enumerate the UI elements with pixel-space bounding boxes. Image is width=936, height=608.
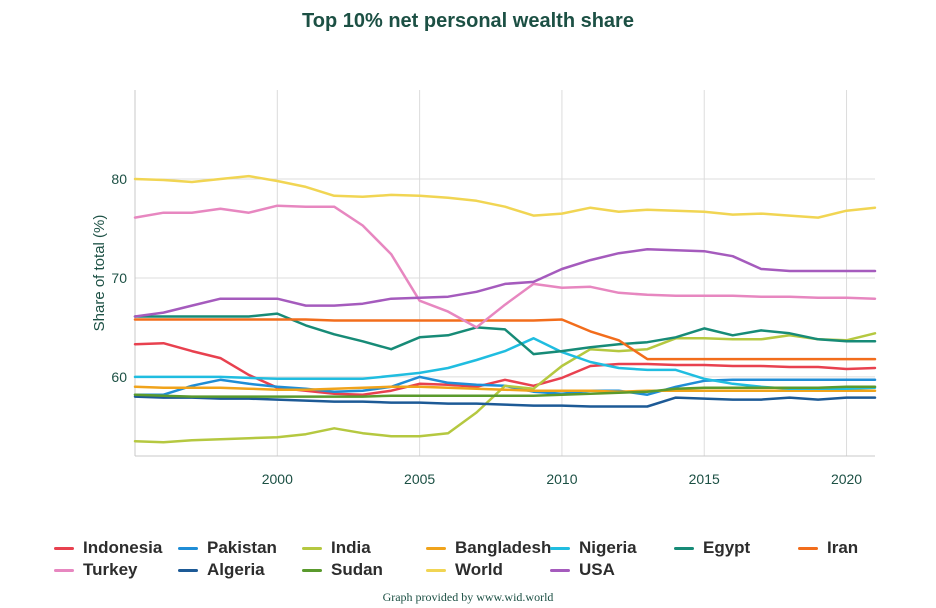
- legend-item-nigeria[interactable]: Nigeria: [550, 538, 674, 558]
- legend: Indonesia Pakistan India Bangladesh Nigeria E…: [54, 537, 914, 581]
- series-line-turkey: [133, 204, 877, 329]
- legend-item-bangladesh[interactable]: Bangladesh: [426, 538, 552, 558]
- legend-item-india[interactable]: India: [302, 538, 426, 558]
- legend-label: Nigeria: [579, 538, 637, 557]
- legend-swatch: [178, 546, 198, 550]
- legend-item-world[interactable]: World: [426, 560, 550, 580]
- series-line-world: [133, 174, 877, 219]
- legend-swatch: [54, 546, 74, 550]
- legend-item-iran[interactable]: Iran: [798, 538, 922, 558]
- credit-footer: Graph provided by www.wid.world: [382, 590, 554, 604]
- line-chart: 2000 2005 2010 2015 2020 60 70 80 Share of tota…: [91, 90, 877, 487]
- legend-swatch: [178, 568, 198, 572]
- legend-item-usa[interactable]: USA: [550, 560, 674, 580]
- legend-swatch: [426, 546, 446, 550]
- y-tick-label: 60: [111, 369, 127, 385]
- legend-swatch: [550, 546, 570, 550]
- legend-swatch: [302, 568, 322, 572]
- series-line-bangladesh: [133, 385, 877, 393]
- y-tick-label: 70: [111, 270, 127, 286]
- legend-label: Indonesia: [83, 538, 163, 557]
- x-tick-label: 2010: [546, 471, 577, 487]
- legend-label: Bangladesh: [455, 538, 552, 557]
- x-tick-label: 2020: [831, 471, 862, 487]
- legend-label: India: [331, 538, 371, 557]
- legend-label: USA: [579, 560, 615, 579]
- chart-title: Top 10% net personal wealth share: [302, 10, 634, 32]
- legend-label: Sudan: [331, 560, 383, 579]
- legend-swatch: [426, 568, 446, 572]
- y-tick-label: 80: [111, 171, 127, 187]
- legend-label: Pakistan: [207, 538, 277, 557]
- legend-row: Turkey Algeria Sudan World USA: [54, 559, 914, 581]
- y-axis-title: Share of total (%): [91, 215, 108, 332]
- x-tick-label: 2005: [404, 471, 435, 487]
- series-line-sudan: [133, 385, 877, 398]
- legend-swatch: [54, 568, 74, 572]
- axes: 2000 2005 2010 2015 2020 60 70 80: [111, 90, 875, 487]
- legend-item-pakistan[interactable]: Pakistan: [178, 538, 302, 558]
- legend-label: Turkey: [83, 560, 138, 579]
- legend-swatch: [674, 546, 694, 550]
- legend-item-turkey[interactable]: Turkey: [54, 560, 178, 580]
- series-line-india: [133, 332, 877, 444]
- series-line-usa: [133, 248, 877, 318]
- legend-row: Indonesia Pakistan India Bangladesh Nigeria E…: [54, 537, 914, 559]
- series-line-egypt: [133, 312, 877, 356]
- legend-item-sudan[interactable]: Sudan: [302, 560, 426, 580]
- series-lines: [133, 174, 877, 444]
- series-line-nigeria: [133, 337, 877, 390]
- legend-label: World: [455, 560, 503, 579]
- legend-label: Iran: [827, 538, 859, 557]
- legend-swatch: [302, 546, 322, 550]
- series-line-iran: [133, 318, 877, 361]
- legend-swatch: [798, 546, 818, 550]
- legend-item-algeria[interactable]: Algeria: [178, 560, 302, 580]
- legend-label: Egypt: [703, 538, 751, 557]
- series-line-algeria: [133, 395, 877, 408]
- x-tick-label: 2015: [689, 471, 720, 487]
- legend-label: Algeria: [207, 560, 265, 579]
- legend-swatch: [550, 568, 570, 572]
- legend-item-egypt[interactable]: Egypt: [674, 538, 798, 558]
- legend-item-indonesia[interactable]: Indonesia: [54, 538, 178, 558]
- gridlines: [135, 90, 875, 456]
- x-tick-label: 2000: [262, 471, 293, 487]
